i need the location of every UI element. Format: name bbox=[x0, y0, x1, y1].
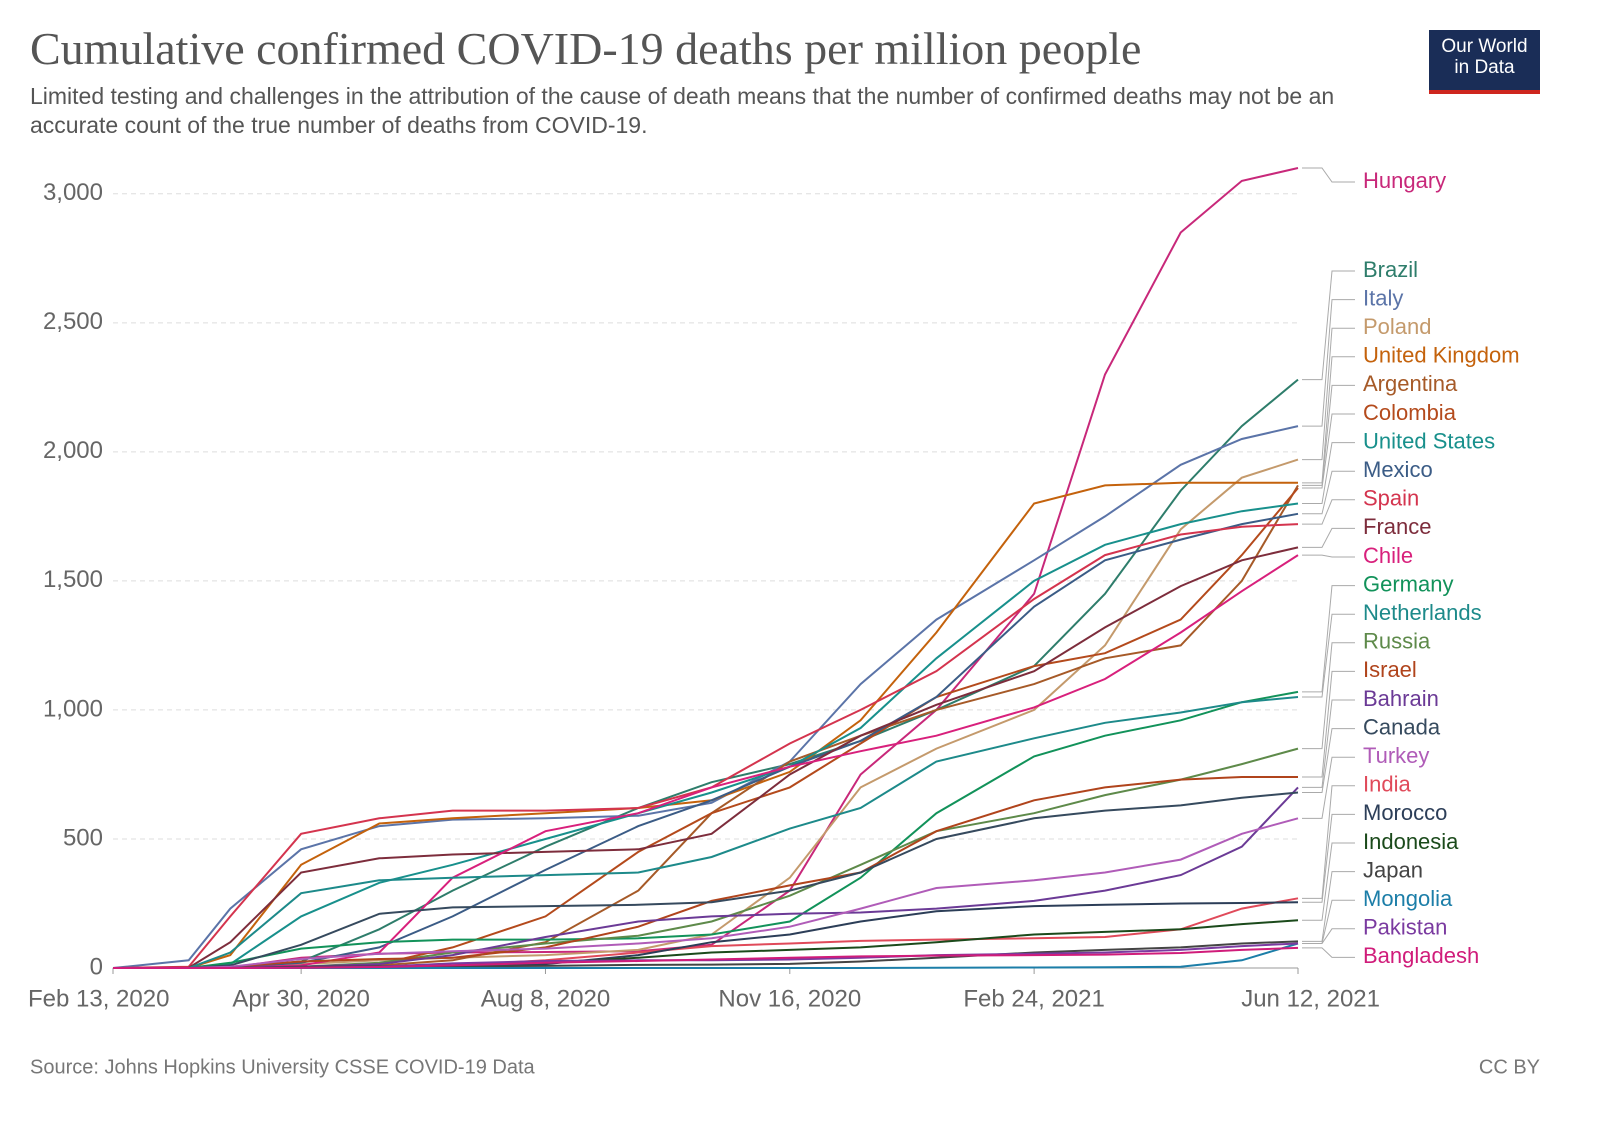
y-tick-label: 2,500 bbox=[43, 308, 103, 335]
series-line bbox=[113, 946, 1299, 969]
label-connector bbox=[1302, 871, 1355, 942]
legend-label: Brazil bbox=[1363, 257, 1418, 282]
series-line bbox=[112, 546, 1299, 969]
series-line bbox=[113, 776, 1298, 969]
label-connector bbox=[1302, 167, 1355, 183]
x-tick-label: Nov 16, 2020 bbox=[718, 985, 861, 1012]
label-connector bbox=[1302, 813, 1355, 903]
series-line bbox=[113, 484, 1299, 969]
legend-label: Argentina bbox=[1363, 371, 1458, 396]
y-tick-label: 500 bbox=[63, 824, 103, 851]
series-line bbox=[113, 502, 1299, 969]
label-connector bbox=[1302, 470, 1355, 515]
legend-label: Pakistan bbox=[1363, 915, 1447, 940]
legend-label: Canada bbox=[1363, 714, 1441, 739]
legend-label: Mexico bbox=[1363, 457, 1433, 482]
label-connector bbox=[1302, 356, 1355, 484]
label-connector bbox=[1302, 728, 1355, 794]
license: CC BY bbox=[1479, 1056, 1540, 1078]
label-connector bbox=[1302, 699, 1355, 788]
legend-label: Japan bbox=[1363, 857, 1423, 882]
label-connector bbox=[1302, 554, 1355, 558]
legend-label: Bangladesh bbox=[1363, 943, 1479, 968]
legend-label: Chile bbox=[1363, 543, 1413, 568]
legend-label: Russia bbox=[1363, 629, 1431, 654]
series-line bbox=[113, 817, 1299, 969]
legend-label: India bbox=[1363, 772, 1411, 797]
series-line bbox=[113, 512, 1299, 969]
label-connector bbox=[1302, 327, 1355, 461]
label-connector bbox=[1302, 670, 1355, 778]
label-connector bbox=[1302, 642, 1355, 750]
logo-line: in Data bbox=[1454, 57, 1515, 78]
x-tick-label: Aug 8, 2020 bbox=[481, 985, 610, 1012]
logo-line: Our World bbox=[1441, 36, 1528, 57]
series-line bbox=[113, 458, 1299, 969]
series-line bbox=[113, 554, 1299, 969]
legend-label: Italy bbox=[1363, 285, 1403, 310]
series-line bbox=[113, 690, 1299, 969]
legend-label: Hungary bbox=[1363, 168, 1446, 193]
label-connector bbox=[1302, 613, 1355, 698]
legend-label: United States bbox=[1363, 428, 1495, 453]
label-connector bbox=[1302, 842, 1355, 921]
x-tick-label: Feb 13, 2020 bbox=[28, 985, 169, 1012]
legend-label: Netherlands bbox=[1363, 600, 1482, 625]
label-connector bbox=[1302, 299, 1355, 427]
label-connector bbox=[1302, 442, 1355, 504]
y-tick-label: 3,000 bbox=[43, 179, 103, 206]
series-line bbox=[113, 487, 1299, 969]
legend-label: Spain bbox=[1363, 486, 1419, 511]
legend-label: United Kingdom bbox=[1363, 343, 1520, 368]
series-line bbox=[113, 167, 1299, 969]
series-line bbox=[113, 897, 1299, 969]
label-connector bbox=[1302, 384, 1355, 486]
y-tick-label: 0 bbox=[90, 953, 103, 980]
label-connector bbox=[1302, 928, 1355, 944]
label-connector bbox=[1302, 947, 1355, 958]
y-tick-label: 1,500 bbox=[43, 566, 103, 593]
series-line bbox=[112, 425, 1299, 969]
y-tick-label: 2,000 bbox=[43, 437, 103, 464]
chart-subtitle: Limited testing and challenges in the at… bbox=[30, 83, 1335, 138]
series-line bbox=[113, 696, 1299, 969]
legend-label: Turkey bbox=[1363, 743, 1429, 768]
legend-label: Israel bbox=[1363, 657, 1417, 682]
x-tick-label: Feb 24, 2021 bbox=[963, 985, 1104, 1012]
label-connector bbox=[1302, 270, 1355, 381]
legend-label: Mongolia bbox=[1363, 886, 1453, 911]
chart-title: Cumulative confirmed COVID-19 deaths per… bbox=[30, 23, 1142, 74]
legend-label: Colombia bbox=[1363, 400, 1457, 425]
legend-label: Poland bbox=[1363, 314, 1432, 339]
x-tick-label: Apr 30, 2020 bbox=[232, 985, 369, 1012]
x-tick-label: Jun 12, 2021 bbox=[1241, 985, 1380, 1012]
y-tick-label: 1,000 bbox=[43, 695, 103, 722]
label-connector bbox=[1302, 499, 1355, 525]
source: Source: Johns Hopkins University CSSE CO… bbox=[30, 1056, 536, 1078]
label-connector bbox=[1302, 527, 1355, 548]
series-line bbox=[113, 791, 1299, 969]
legend-label: France bbox=[1363, 514, 1431, 539]
logo: Our World in Data bbox=[1429, 30, 1540, 94]
label-connector bbox=[1302, 585, 1355, 693]
label-connector bbox=[1302, 899, 1355, 944]
legend-label: Morocco bbox=[1363, 800, 1447, 825]
series-line bbox=[113, 378, 1299, 969]
legend-label: Germany bbox=[1363, 571, 1453, 596]
label-connector bbox=[1302, 413, 1355, 489]
label-connector bbox=[1302, 785, 1355, 899]
label-connector bbox=[1302, 756, 1355, 819]
legend-label: Bahrain bbox=[1363, 686, 1439, 711]
legend-label: Indonesia bbox=[1363, 829, 1459, 854]
